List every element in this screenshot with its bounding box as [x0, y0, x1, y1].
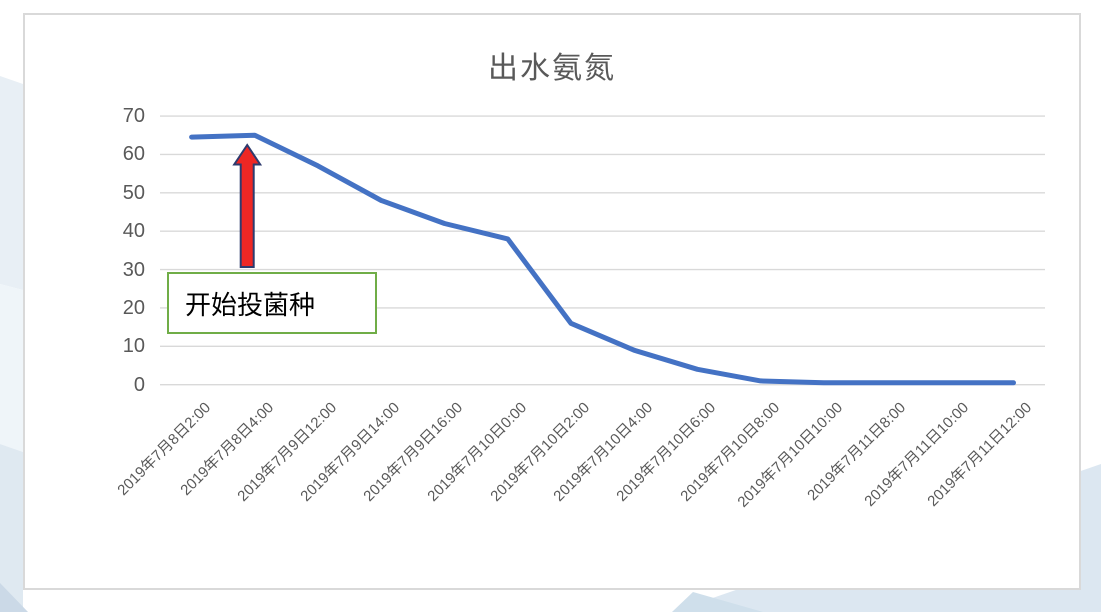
- decoration-triangle: [0, 284, 23, 452]
- y-axis-tick-label: 30: [122, 258, 145, 281]
- annotation-arrow[interactable]: [232, 143, 263, 268]
- y-axis-tick-label: 0: [133, 373, 145, 396]
- series-line[interactable]: [189, 132, 1016, 386]
- y-axis-tick-label: 50: [122, 181, 145, 204]
- annotation-text: 开始投菌种: [185, 289, 316, 320]
- chart-area[interactable]: 出水氨氮 0 10 20 30 40 50 60 70 2019年7月8日2:00 2019年7…: [23, 13, 1081, 590]
- y-axis-tick-label: 10: [122, 335, 145, 358]
- plot-svg: [160, 115, 1045, 386]
- decoration-triangle: [0, 444, 23, 612]
- chart-title: 出水氨氮: [488, 52, 616, 85]
- annotation-box[interactable]: 开始投菌种: [167, 272, 377, 334]
- decoration-triangle: [0, 76, 23, 290]
- decoration-triangle: [0, 583, 28, 612]
- y-axis-tick-label: 60: [122, 143, 145, 166]
- y-axis-tick-label: 20: [122, 296, 145, 319]
- y-axis-tick-label: 70: [122, 105, 145, 128]
- decoration-triangle: [672, 592, 763, 612]
- y-axis-tick-label: 40: [122, 220, 145, 243]
